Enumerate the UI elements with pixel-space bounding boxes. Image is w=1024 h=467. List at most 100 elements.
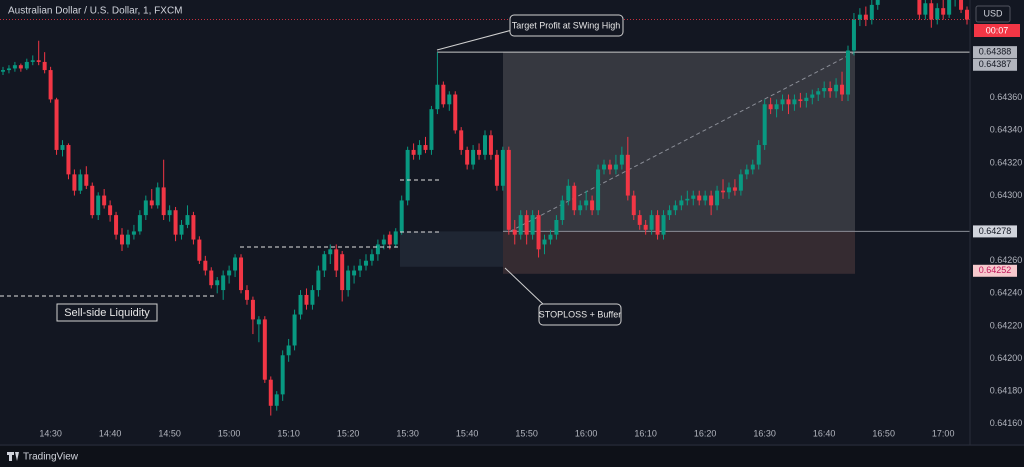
candle-body: [286, 345, 291, 356]
x-tick-label: 16:40: [813, 428, 836, 438]
currency-box[interactable]: [975, 5, 1011, 23]
x-tick-label: 17:00: [932, 428, 955, 438]
candle-body: [125, 234, 130, 245]
candle-body: [435, 84, 440, 110]
candle-body: [542, 239, 547, 245]
candle-body: [709, 195, 714, 206]
candle-body: [643, 224, 648, 230]
candle-body: [197, 239, 202, 261]
candle-body: [423, 145, 428, 150]
candle-body: [268, 379, 273, 406]
candle-body: [334, 249, 339, 271]
x-tick-label: 16:20: [694, 428, 717, 438]
candle-body: [566, 185, 571, 201]
candle-body: [393, 231, 398, 245]
callout-box: [538, 303, 622, 326]
candle-body: [185, 215, 190, 225]
candle-body: [732, 187, 737, 191]
candle-body: [375, 244, 380, 255]
candle-body: [536, 215, 541, 250]
candle-body: [631, 195, 636, 216]
y-tick-label: 0.64320: [990, 157, 1023, 167]
candle-body: [102, 195, 107, 206]
candle-body: [935, 8, 940, 20]
candle-body: [48, 70, 53, 100]
x-tick-label: 15:30: [396, 428, 419, 438]
candle-body: [590, 200, 595, 211]
candle-body: [203, 260, 208, 271]
candle-body: [340, 254, 345, 291]
x-tick-label: 14:30: [39, 428, 62, 438]
candle-body: [72, 174, 77, 191]
candle-body: [60, 145, 65, 150]
callout-line: [436, 29, 513, 51]
candle-body: [792, 99, 797, 105]
candle-body: [155, 187, 160, 206]
candle-body: [637, 215, 642, 225]
y-tick-label: 0.64360: [990, 92, 1023, 102]
candle-body: [828, 88, 833, 92]
price-label-box: [973, 58, 1017, 71]
candle-body: [120, 234, 125, 245]
candle-body: [530, 215, 535, 235]
x-tick-label: 16:10: [634, 428, 657, 438]
price-axis: [970, 0, 1024, 445]
annotations: Target Profit at SWing High STOPLOSS + B…: [56, 14, 624, 326]
candle-body: [173, 210, 178, 235]
x-tick-label: 14:40: [99, 428, 122, 438]
candle-body: [596, 169, 601, 211]
candle-body: [221, 275, 226, 291]
chart-title: Australian Dollar / U.S. Dollar, 1, FXCM: [8, 6, 183, 17]
candle-body: [143, 200, 148, 216]
candle-body: [721, 190, 726, 193]
x-tick-label: 15:40: [456, 428, 479, 438]
candle-body: [179, 224, 184, 235]
candle-body: [560, 200, 565, 220]
x-tick-label: 15:50: [515, 428, 538, 438]
candle-body: [405, 149, 410, 201]
candle-body: [114, 215, 119, 235]
candle-body: [54, 99, 59, 150]
candle-body: [965, 9, 969, 20]
price-label: 0.64252: [979, 265, 1012, 275]
candle-body: [619, 154, 624, 165]
candle-body: [875, 0, 880, 5]
candle-body: [78, 174, 83, 191]
candle-body: [804, 97, 809, 102]
y-tick-label: 0.64220: [990, 320, 1023, 330]
candle-body: [738, 174, 743, 191]
candle-body: [691, 195, 696, 199]
overlay: [0, 29, 546, 307]
candle-body: [84, 174, 89, 186]
candle-body: [417, 145, 422, 155]
candle-body: [941, 8, 946, 15]
x-tick-label: 16:30: [753, 428, 776, 438]
candle-body: [500, 149, 505, 186]
candle-body: [822, 88, 827, 92]
candle-body: [744, 169, 749, 175]
price-label: 0.64387: [979, 59, 1012, 69]
brand: TradingView: [23, 452, 79, 463]
candle-body: [506, 149, 511, 230]
candle-body: [483, 135, 487, 155]
candle-body: [274, 394, 279, 406]
candle-body: [304, 294, 309, 305]
candle-body: [923, 3, 928, 15]
y-tick-label: 0.64340: [990, 125, 1023, 135]
candle-body: [625, 154, 630, 196]
x-tick-label: 15:20: [337, 428, 360, 438]
callout-line: [504, 267, 546, 307]
candle-body: [667, 210, 672, 216]
candle-body: [715, 190, 720, 206]
candle-body: [233, 257, 238, 271]
label-box: [56, 303, 158, 322]
candle-body: [780, 99, 785, 105]
countdown: 00:07: [986, 25, 1009, 35]
candle-body: [66, 145, 71, 175]
candle-body: [554, 220, 559, 235]
candle-body: [215, 280, 220, 286]
candle-body: [358, 265, 363, 271]
candle-body: [929, 3, 934, 20]
candle-body: [447, 94, 452, 105]
x-tick-label: 16:50: [872, 428, 895, 438]
